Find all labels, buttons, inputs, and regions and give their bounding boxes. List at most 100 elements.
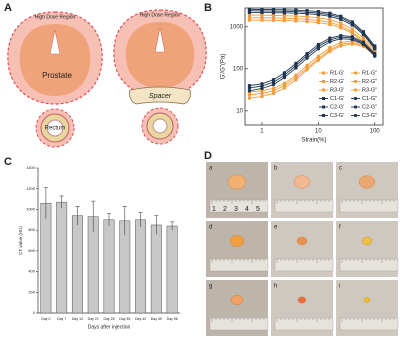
dose-label: High Dose Region [140, 12, 181, 18]
legend-marker [353, 96, 358, 101]
panel-label: A [4, 2, 12, 14]
point [260, 91, 264, 96]
series-line [249, 14, 376, 51]
y-tick-label: 200 [28, 289, 35, 294]
ruler [339, 317, 399, 331]
y-tick-label: 600 [28, 248, 35, 253]
point [305, 63, 309, 68]
point [282, 14, 287, 18]
point [247, 83, 252, 88]
bar [71, 215, 83, 314]
point [271, 9, 276, 13]
bar [166, 225, 178, 314]
gel [363, 297, 371, 303]
point [328, 18, 332, 22]
gel [358, 175, 376, 189]
point [316, 13, 320, 17]
ruler-number: 1 [212, 206, 216, 213]
y-tick-label: 10 [236, 108, 243, 114]
series-line [249, 35, 376, 86]
x-tick-label: Day 49 [151, 317, 162, 321]
point [247, 16, 252, 20]
point [339, 24, 343, 28]
point [328, 45, 332, 50]
point [339, 44, 343, 48]
legend-marker [322, 105, 325, 109]
gel [361, 236, 373, 246]
point [294, 78, 298, 82]
series-line [249, 17, 376, 53]
ruler [209, 199, 269, 213]
series-line [249, 19, 376, 54]
point [328, 20, 332, 24]
x-tick-label: Day 14 [72, 317, 83, 321]
ruler [209, 258, 269, 272]
anatomy-right [113, 9, 207, 145]
photo-panel: a b c d e f g h i 1 2 3 4 5 [206, 162, 399, 336]
point [361, 42, 366, 47]
point [339, 37, 343, 41]
legend-label: R2-G'' [362, 79, 377, 85]
legend-label: R3-G' [330, 87, 344, 93]
ruler-number: 4 [245, 206, 249, 213]
point [294, 14, 298, 18]
series-line [249, 40, 376, 93]
point [361, 33, 366, 37]
photo-label: b [274, 166, 278, 172]
point [361, 36, 366, 40]
bar [40, 202, 52, 314]
point [316, 54, 321, 58]
point [247, 96, 252, 100]
y-tick-label: 100 [233, 66, 244, 72]
point [271, 78, 276, 82]
ruler [339, 199, 399, 213]
legend-marker [353, 113, 358, 118]
legend-marker [353, 105, 358, 109]
legend-label: C2-G' [330, 104, 344, 110]
ruler [274, 258, 334, 272]
point [282, 11, 287, 15]
point [316, 20, 320, 25]
legend-marker [322, 80, 325, 83]
point [294, 11, 298, 15]
point [328, 22, 332, 26]
point [260, 84, 264, 88]
x-tick-label: Day 56 [167, 317, 178, 321]
bar [56, 201, 68, 314]
legend-marker [322, 88, 325, 92]
point [328, 40, 332, 44]
point [316, 16, 320, 20]
point [305, 54, 309, 58]
point [339, 17, 343, 21]
point [247, 13, 252, 17]
point [247, 86, 252, 90]
point [271, 82, 276, 87]
point [305, 15, 309, 19]
bar [135, 219, 147, 314]
point [247, 93, 252, 97]
gel [293, 175, 311, 189]
point [373, 54, 377, 58]
point [282, 71, 287, 75]
series-line [249, 11, 376, 50]
point [350, 23, 354, 27]
prostate-label: Prostate [42, 71, 72, 80]
gel [229, 235, 245, 247]
legend-marker [322, 114, 325, 117]
legend-marker [322, 71, 325, 75]
gel [230, 295, 244, 305]
ruler-number: 5 [256, 206, 260, 213]
y-axis-label: CT value (HU) [18, 226, 23, 255]
point [305, 68, 309, 72]
point [260, 86, 264, 91]
point [316, 47, 321, 51]
plot-frame [244, 7, 384, 126]
point [305, 56, 309, 60]
photo-label: c [339, 166, 342, 172]
y-axis-label: G'/G''(Pa) [221, 54, 227, 80]
point [282, 18, 287, 23]
y-tick-label: 1000 [230, 24, 244, 30]
series-line [249, 38, 376, 92]
point [282, 83, 287, 88]
